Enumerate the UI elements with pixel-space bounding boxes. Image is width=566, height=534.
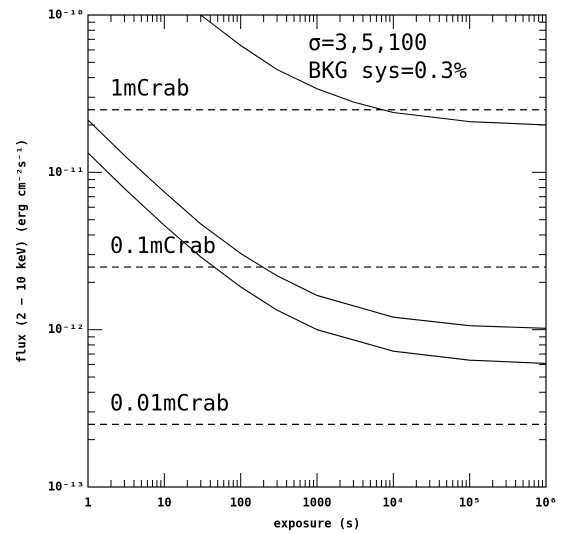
y-tick-label: 10⁻¹¹ xyxy=(48,165,84,179)
y-tick-label: 10⁻¹⁰ xyxy=(48,8,84,22)
data-line xyxy=(200,14,547,126)
x-tick-label: 100 xyxy=(230,496,252,510)
x-tick-label: 10⁶ xyxy=(535,496,557,510)
reference-label: 1mCrab xyxy=(110,77,189,102)
y-axis-label: flux (2 − 10 keV) (erg cm⁻²s⁻¹) xyxy=(15,139,29,363)
y-tick-label: 10⁻¹³ xyxy=(48,480,84,494)
data-line xyxy=(87,119,547,329)
y-tick-label: 10⁻¹² xyxy=(48,322,84,336)
x-tick-label: 10⁵ xyxy=(459,496,481,510)
x-axis-label: exposure (s) xyxy=(274,517,361,531)
reference-label: 0.1mCrab xyxy=(110,234,216,259)
x-tick-label: 10 xyxy=(157,496,171,510)
x-tick-label: 10⁴ xyxy=(382,496,404,510)
reference-label: 0.01mCrab xyxy=(110,391,229,416)
annotation: BKG sys=0.3% xyxy=(308,59,467,84)
x-tick-label: 1 xyxy=(84,496,91,510)
annotation: σ=3,5,100 xyxy=(308,31,427,56)
data-line xyxy=(87,152,547,364)
x-tick-label: 1000 xyxy=(303,496,332,510)
